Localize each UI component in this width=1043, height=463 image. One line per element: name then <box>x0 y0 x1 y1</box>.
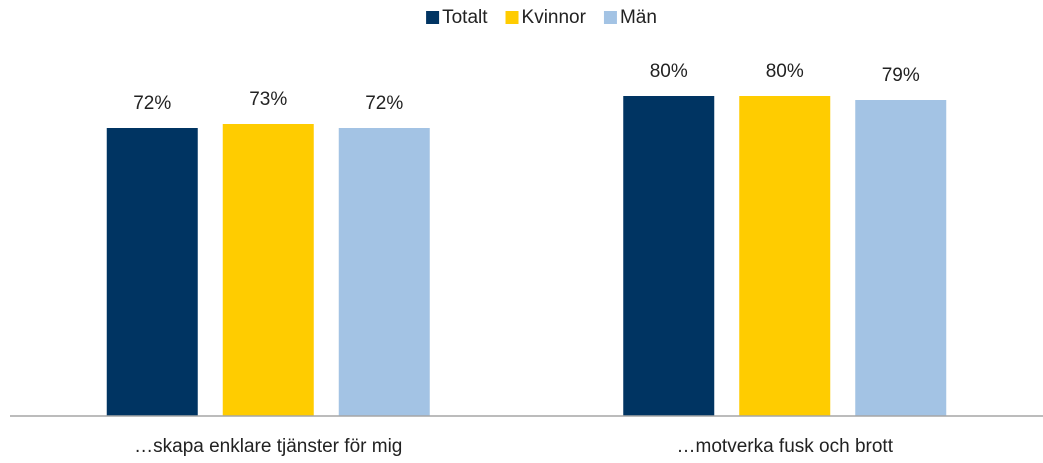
legend-swatch <box>505 11 519 24</box>
bar <box>855 100 947 416</box>
bar <box>338 128 430 416</box>
bar <box>106 128 198 416</box>
data-label: 72% <box>365 93 403 114</box>
bar <box>623 96 715 416</box>
data-label: 80% <box>650 61 688 82</box>
legend: Totalt Kvinnor Män <box>426 7 657 28</box>
x-tick-label: …motverka fusk och brott <box>677 436 894 457</box>
data-label: 80% <box>766 61 804 82</box>
legend-label: Kvinnor <box>522 7 587 28</box>
data-label: 79% <box>882 65 920 86</box>
legend-swatch <box>603 11 617 24</box>
legend-label: Män <box>620 7 657 28</box>
legend-label: Totalt <box>442 7 488 28</box>
x-tick-label: …skapa enklare tjänster för mig <box>134 436 402 457</box>
bar <box>739 96 831 416</box>
legend-swatch <box>426 11 440 24</box>
data-label: 72% <box>133 93 171 114</box>
data-label: 73% <box>249 89 287 110</box>
bar <box>222 124 314 416</box>
